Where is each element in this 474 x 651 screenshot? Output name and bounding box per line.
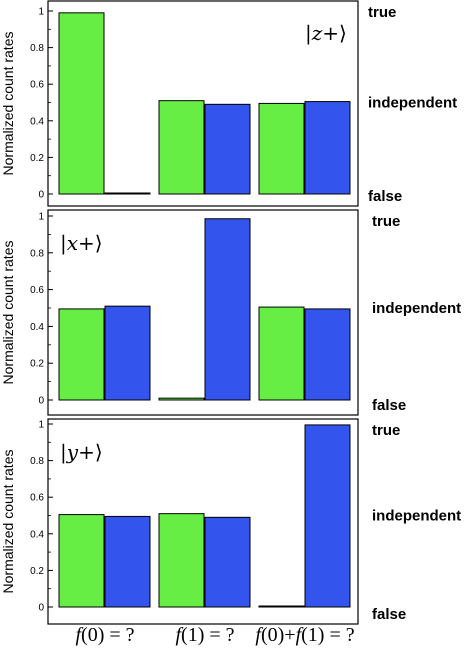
y-tick-label: 0.2: [30, 566, 44, 577]
y-tick-label: 0: [38, 603, 44, 614]
y-tick-label: 0: [38, 190, 44, 201]
chart-panel-z: 0 0.2 0.4 0.6 0.8 1 Normalized count rates |z+⟩…: [0, 0, 457, 207]
y-tick-label: 0.2: [30, 153, 44, 164]
bar-blue-2: [204, 218, 251, 401]
y-tick-label: 0: [38, 396, 44, 407]
bar-green-2: [158, 397, 205, 401]
bar-blue-3: [304, 308, 351, 401]
y-tick-label: 0.8: [30, 248, 44, 259]
y-axis-label: Normalized count rates: [0, 241, 16, 385]
y-axis-label: Normalized count rates: [0, 450, 16, 594]
plot-frame: [47, 209, 359, 416]
bar-green-3: [258, 306, 305, 401]
label-independent: independent: [372, 300, 461, 317]
y-tick-label: 0.8: [30, 456, 44, 467]
bar-blue-1: [104, 305, 151, 401]
plot-frame: [47, 418, 359, 625]
bar-blue-3: [304, 424, 351, 608]
bar-green-1: [58, 12, 105, 195]
bar-green-1: [58, 514, 105, 608]
bar-green-3: [258, 102, 305, 195]
x-category-label: f(0)+f(1) = ?: [255, 624, 354, 646]
y-tick-label: 0.6: [30, 493, 44, 504]
x-category-label: f(1) = ?: [175, 624, 234, 646]
y-tick-label: 1: [38, 420, 44, 431]
y-tick-label: 0.4: [30, 322, 44, 333]
bar-green-2: [158, 100, 205, 195]
y-tick-label: 0.4: [30, 529, 44, 540]
bar-blue-1: [104, 192, 151, 195]
state-label: |y+⟩: [60, 440, 103, 465]
y-axis-label: Normalized count rates: [0, 32, 16, 176]
y-tick-label: 0.6: [30, 80, 44, 91]
plot-frame: [47, 0, 359, 207]
x-category-labels: f(0) = ? f(1) = ? f(0)+f(1) = ?: [75, 624, 354, 646]
y-tick-label: 1: [38, 7, 44, 18]
y-tick-label: 0.4: [30, 116, 44, 127]
label-true: true: [372, 213, 400, 230]
panels: 0 0.2 0.4 0.6 0.8 1 Normalized count rates |z+⟩…: [0, 0, 461, 625]
label-false: false: [372, 606, 406, 623]
bar-blue-1: [104, 515, 151, 608]
bar-blue-2: [204, 516, 251, 608]
chart-panel-x: 0 0.2 0.4 0.6 0.8 1 Normalized count rates |x+⟩…: [0, 209, 461, 416]
label-true: true: [372, 422, 400, 439]
label-false: false: [372, 397, 406, 414]
y-tick-label: 0.2: [30, 359, 44, 370]
y-tick-label: 0.8: [30, 43, 44, 54]
bar-blue-3: [304, 101, 351, 195]
bar-blue-2: [204, 103, 251, 195]
state-label: |z+⟩: [305, 21, 347, 46]
bar-green-3: [258, 605, 305, 608]
bar-green-1: [58, 308, 105, 401]
x-category-label: f(0) = ?: [75, 624, 134, 646]
bar-green-2: [158, 513, 205, 608]
label-false: false: [368, 188, 402, 205]
y-tick-label: 1: [38, 212, 44, 223]
label-independent: independent: [372, 508, 461, 525]
state-label: |x+⟩: [60, 231, 103, 256]
label-true: true: [368, 4, 396, 21]
chart-panel-y: 0 0.2 0.4 0.6 0.8 1 Normalized count rates |y+⟩…: [0, 418, 461, 625]
y-tick-label: 0.6: [30, 285, 44, 296]
label-independent: independent: [368, 95, 457, 112]
